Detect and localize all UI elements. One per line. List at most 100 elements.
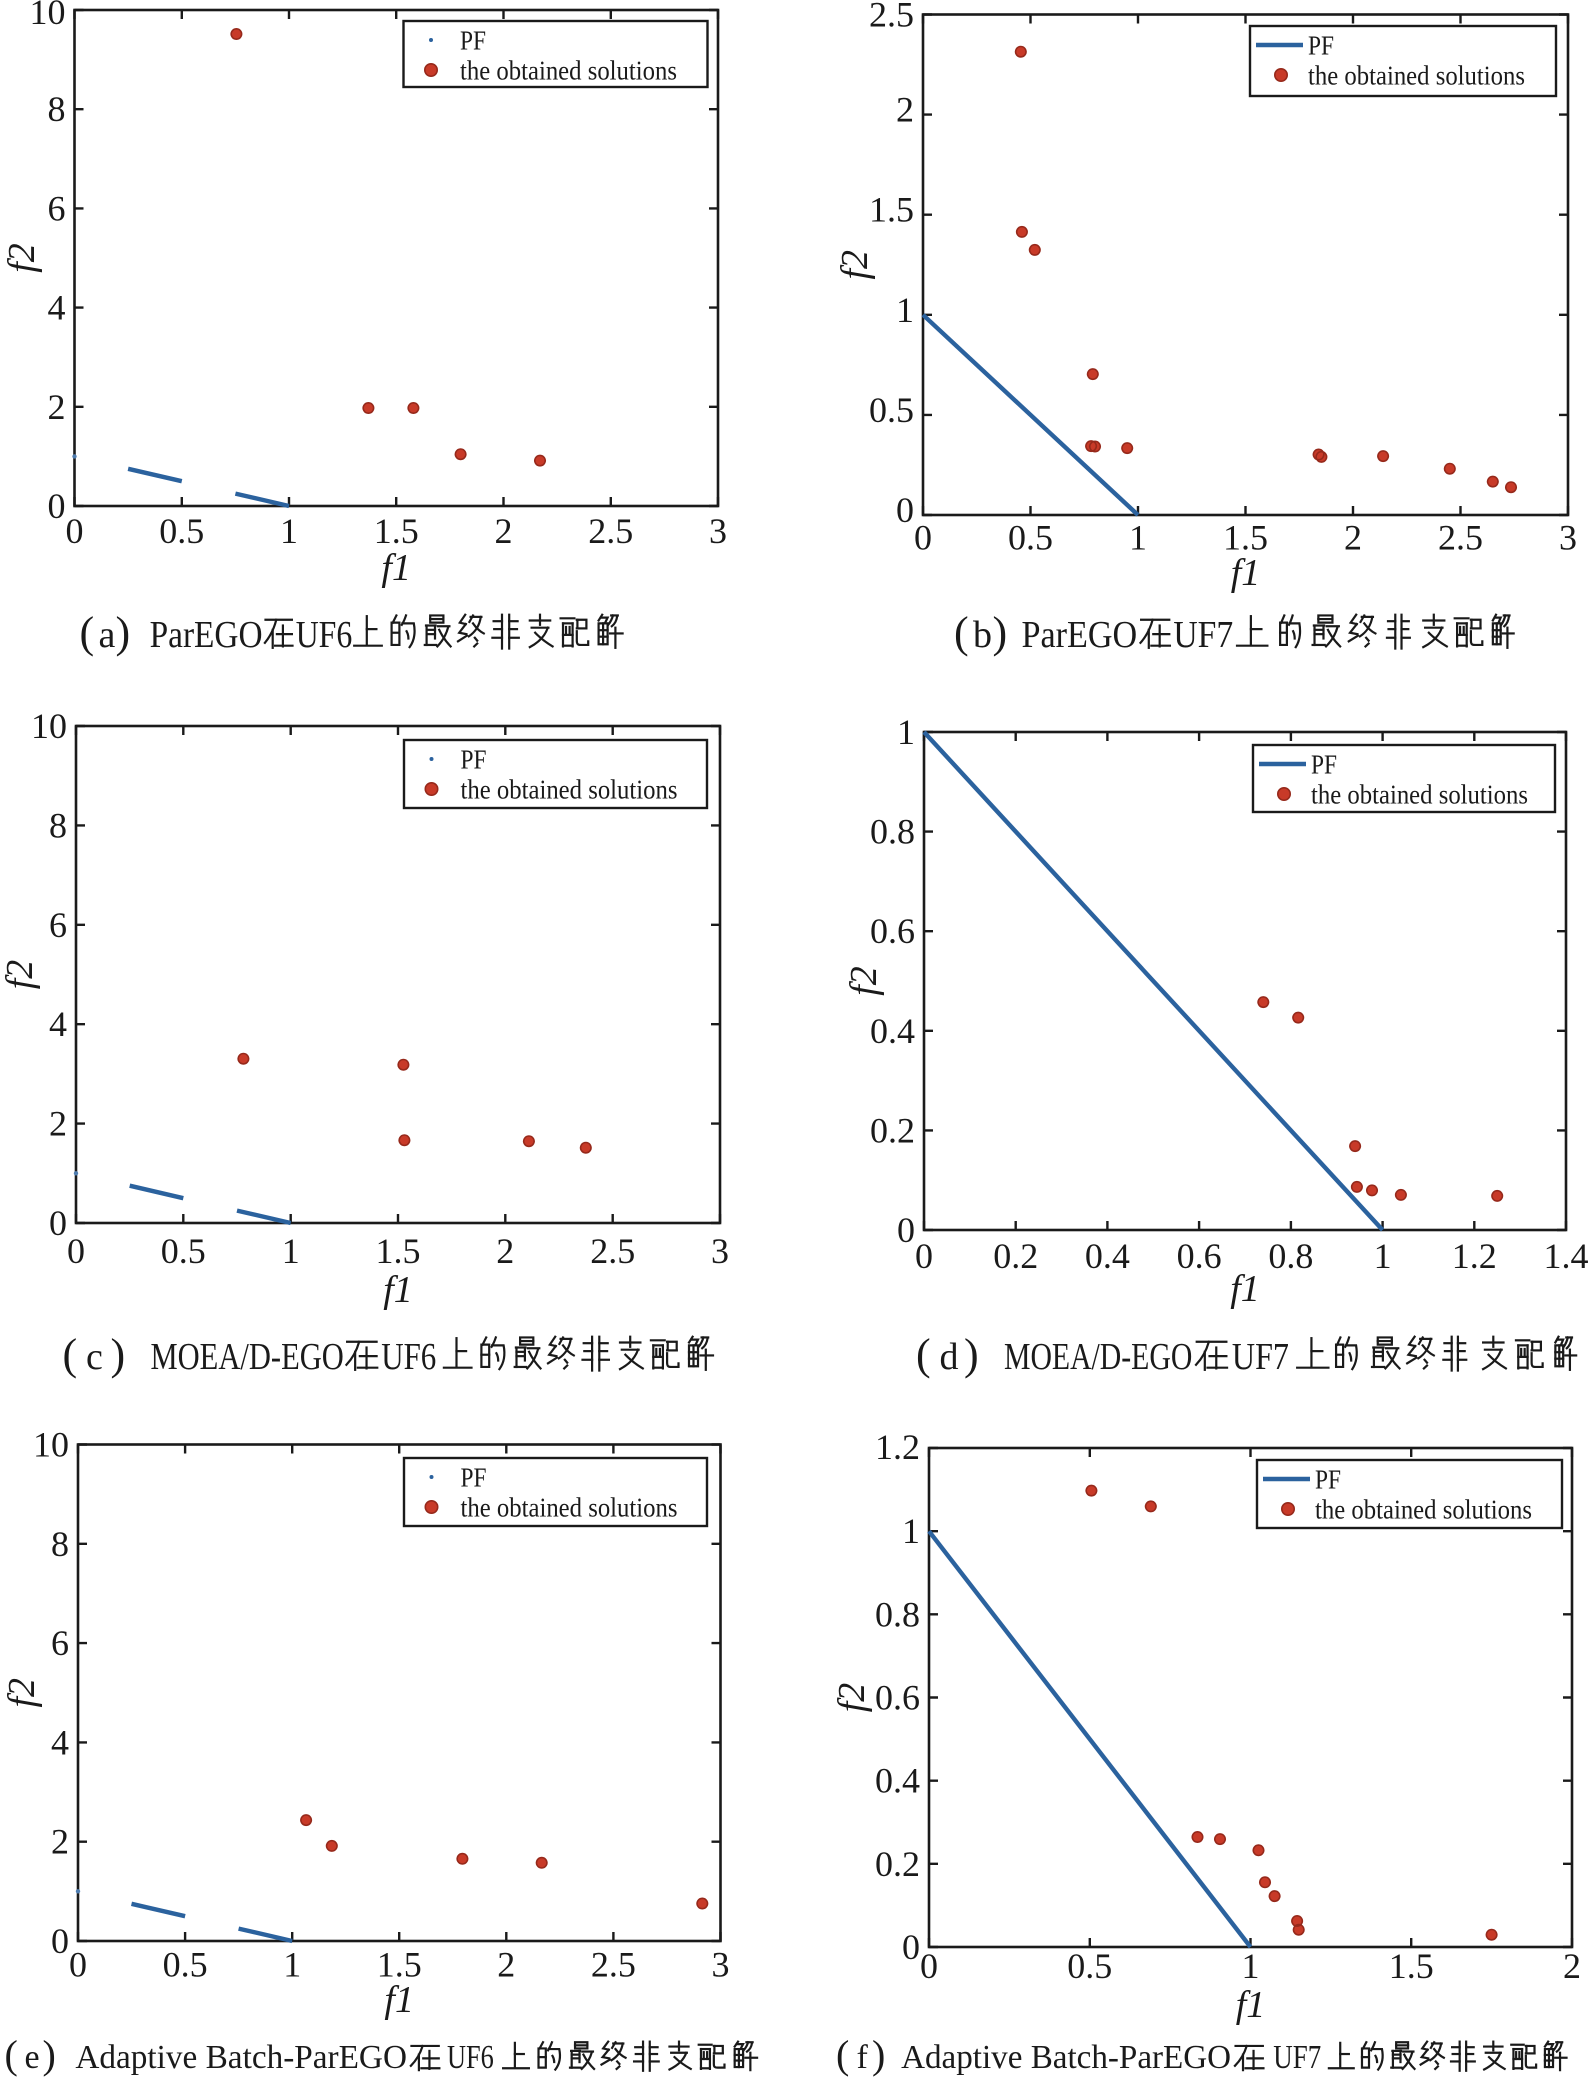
svg-text:10: 10	[31, 706, 67, 746]
svg-text:1.5: 1.5	[1389, 1946, 1434, 1986]
svg-text:b: b	[973, 614, 992, 656]
svg-text:0: 0	[48, 486, 66, 526]
svg-text:the obtained solutions: the obtained solutions	[1315, 1495, 1532, 1525]
svg-text:UF6: UF6	[296, 614, 353, 656]
svg-text:2.5: 2.5	[1438, 518, 1483, 558]
svg-text:2.5: 2.5	[588, 511, 633, 551]
svg-text:2: 2	[51, 1822, 69, 1862]
svg-text:the obtained solutions: the obtained solutions	[460, 56, 677, 86]
svg-text:f1: f1	[381, 547, 411, 589]
svg-text:2: 2	[496, 1231, 514, 1271]
svg-text:6: 6	[49, 905, 67, 945]
svg-text:f1: f1	[383, 1269, 413, 1311]
svg-text:2.5: 2.5	[590, 1231, 635, 1271]
svg-text:): )	[116, 608, 131, 657]
svg-text:0.5: 0.5	[1008, 518, 1053, 558]
svg-text:1: 1	[897, 712, 915, 752]
svg-text:0: 0	[66, 511, 84, 551]
svg-text:1.4: 1.4	[1544, 1236, 1589, 1276]
svg-text:the obtained solutions: the obtained solutions	[461, 1493, 678, 1523]
svg-text:0.8: 0.8	[875, 1594, 920, 1634]
svg-text:0.6: 0.6	[870, 911, 915, 951]
svg-text:0: 0	[69, 1945, 87, 1985]
svg-text:0: 0	[915, 1236, 933, 1276]
svg-text:(: (	[954, 608, 969, 657]
svg-text:2: 2	[495, 511, 513, 551]
svg-text:1.5: 1.5	[869, 190, 914, 230]
svg-text:UF7: UF7	[1173, 614, 1233, 656]
svg-text:PF: PF	[460, 26, 486, 56]
svg-text:0.5: 0.5	[869, 390, 914, 430]
svg-text:PF: PF	[461, 745, 487, 775]
svg-text:3: 3	[711, 1231, 729, 1271]
svg-text:f2: f2	[834, 250, 876, 280]
svg-text:1.2: 1.2	[875, 1427, 920, 1467]
svg-text:UF6: UF6	[447, 2039, 494, 2076]
svg-text:the obtained solutions: the obtained solutions	[1308, 61, 1525, 91]
svg-text:3: 3	[709, 511, 727, 551]
svg-text:f1: f1	[384, 1979, 414, 2021]
svg-text:(: (	[80, 608, 95, 657]
svg-text:3: 3	[1559, 518, 1577, 558]
svg-text:4: 4	[51, 1722, 69, 1762]
svg-text:0.2: 0.2	[993, 1236, 1038, 1276]
svg-text:a: a	[99, 614, 116, 656]
svg-text:ParEGO: ParEGO	[1022, 614, 1138, 656]
svg-text:8: 8	[49, 805, 67, 845]
svg-text:6: 6	[48, 188, 66, 228]
svg-text:4: 4	[49, 1004, 67, 1044]
svg-text:1: 1	[280, 511, 298, 551]
svg-text:0: 0	[914, 518, 932, 558]
svg-text:0.5: 0.5	[163, 1945, 208, 1985]
svg-text:2: 2	[49, 1104, 67, 1144]
svg-text:1.5: 1.5	[1223, 518, 1268, 558]
svg-text:1.5: 1.5	[374, 511, 419, 551]
svg-text:f1: f1	[1231, 552, 1261, 594]
svg-text:1.2: 1.2	[1452, 1236, 1497, 1276]
svg-text:2: 2	[1344, 518, 1362, 558]
svg-text:(: (	[916, 1330, 931, 1379]
svg-text:e: e	[25, 2039, 40, 2076]
svg-text:f1: f1	[1230, 1268, 1260, 1310]
svg-text:0.5: 0.5	[161, 1231, 206, 1271]
svg-text:0.2: 0.2	[875, 1844, 920, 1884]
svg-text:1: 1	[902, 1511, 920, 1551]
svg-text:UF7: UF7	[1273, 2039, 1321, 2076]
svg-text:(: (	[63, 1330, 78, 1379]
svg-text:1: 1	[282, 1231, 300, 1271]
svg-text:0.4: 0.4	[1085, 1236, 1130, 1276]
svg-text:UF7: UF7	[1232, 1336, 1289, 1378]
svg-text:2: 2	[497, 1945, 515, 1985]
svg-text:f2: f2	[843, 966, 885, 996]
svg-text:2.5: 2.5	[869, 0, 914, 35]
svg-text:0.4: 0.4	[870, 1011, 915, 1051]
svg-text:0: 0	[49, 1203, 67, 1243]
svg-text:2.5: 2.5	[591, 1945, 636, 1985]
svg-text:Adaptive Batch-ParEGO: Adaptive Batch-ParEGO	[75, 2039, 407, 2076]
svg-text:0.8: 0.8	[1268, 1236, 1313, 1276]
svg-text:f2: f2	[0, 960, 41, 990]
svg-text:the obtained solutions: the obtained solutions	[461, 775, 678, 805]
svg-text:1: 1	[1242, 1946, 1260, 1986]
svg-text:PF: PF	[1311, 750, 1337, 780]
svg-text:the obtained solutions: the obtained solutions	[1311, 780, 1528, 810]
svg-text:c: c	[86, 1336, 103, 1378]
svg-text:0.5: 0.5	[1067, 1946, 1112, 1986]
svg-text:PF: PF	[1315, 1465, 1341, 1495]
svg-text:f1: f1	[1236, 1984, 1266, 2026]
svg-text:1.5: 1.5	[376, 1231, 421, 1271]
svg-text:UF6: UF6	[381, 1336, 436, 1378]
svg-text:f2: f2	[1, 1678, 43, 1708]
svg-text:6: 6	[51, 1623, 69, 1663]
svg-text:1: 1	[896, 290, 914, 330]
svg-text:MOEA/D-EGO: MOEA/D-EGO	[1004, 1336, 1192, 1378]
svg-text:0: 0	[897, 1210, 915, 1250]
svg-text:0: 0	[896, 490, 914, 530]
svg-text:f2: f2	[1, 243, 43, 273]
svg-text:3: 3	[712, 1945, 730, 1985]
svg-text:8: 8	[48, 89, 66, 129]
svg-text:f: f	[857, 2039, 869, 2076]
svg-text:f2: f2	[831, 1683, 873, 1713]
svg-text:PF: PF	[1308, 31, 1334, 61]
svg-text:d: d	[940, 1336, 959, 1378]
